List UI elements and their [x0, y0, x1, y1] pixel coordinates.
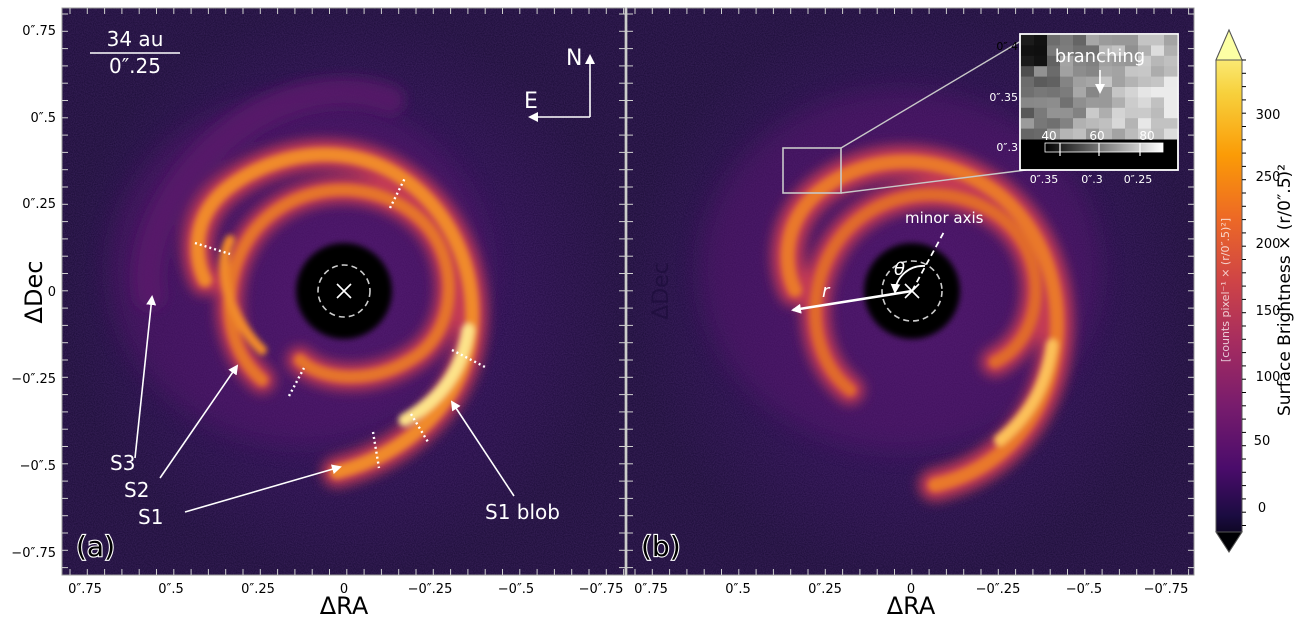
xtick-label: −0″.75	[1144, 582, 1189, 597]
xtick-label: −0″.75	[579, 582, 624, 597]
cb-tick: 100	[1256, 370, 1281, 385]
xtick-label: 0″.25	[808, 582, 842, 597]
panel-a-xticks: 0″.75 0″.5 0″.25 0 −0″.25 −0″.5 −0″.75	[68, 582, 623, 597]
compass-north: N	[566, 46, 582, 71]
colorbar-label: Surface Brightness × (r/0″.5)²	[1275, 164, 1295, 416]
inset-image	[1021, 35, 1178, 140]
ytick-label: −0″.25	[11, 372, 56, 387]
inset-title: branching	[1055, 46, 1145, 67]
panel-b-ylabel: ΔDec	[649, 262, 674, 320]
ytick-label: −0″.75	[11, 546, 56, 561]
xtick-label: 0″.75	[634, 582, 668, 597]
inset: 40 60 80 branching 0″.4 0″.35 0″.3 0″.35…	[989, 33, 1179, 186]
inset-cb-tick-60: 60	[1089, 129, 1104, 143]
annotation-s3: S3	[110, 451, 135, 475]
xtick-label: −0″.5	[1066, 582, 1102, 597]
ytick-label: −0″.5	[20, 459, 56, 474]
cb-tick: 50	[1254, 434, 1271, 449]
ytick-label: 0″.25	[22, 197, 56, 212]
spiral-s2	[223, 184, 455, 386]
colorbar-units: [counts pixel⁻¹ × (r/0″.5)²]	[1219, 218, 1232, 362]
inset-xtick-0.35: 0″.35	[1030, 173, 1059, 186]
ytick-label: 0″.75	[22, 24, 56, 39]
inset-xtick-0.3: 0″.3	[1081, 173, 1103, 186]
zoom-region-box	[782, 147, 842, 194]
cb-tick: 250	[1256, 170, 1281, 185]
panel-b-xticks: 0″.75 0″.5 0″.25 0 −0″.25 −0″.5 −0″.75	[634, 582, 1188, 597]
xtick-label: 0	[340, 582, 348, 597]
panel-a: S3 S2 S1 S1 blob 34 au 0″.25 N E (a)	[61, 7, 626, 576]
annotation-s1-blob: S1 blob	[485, 500, 560, 524]
spiral-markers	[194, 177, 486, 469]
spiral-s1	[190, 147, 480, 479]
scale-bar-bottom: 0″.25	[109, 54, 161, 78]
inset-xtick-0.25: 0″.25	[1124, 173, 1153, 186]
annotation-theta: θ	[894, 259, 905, 280]
spiral-s3-glow	[133, 76, 405, 310]
annotation-minor-axis: minor axis	[905, 209, 984, 227]
xtick-label: 0	[907, 582, 915, 597]
xtick-label: −0″.25	[408, 582, 453, 597]
panel-a-xlabel: ΔRA	[320, 592, 369, 618]
inset-cb-tick-40: 40	[1041, 129, 1056, 143]
xtick-label: 0″.75	[68, 582, 102, 597]
inset-colorbar	[1044, 142, 1164, 153]
annotation-s2: S2	[124, 478, 149, 502]
xtick-label: 0″.25	[241, 582, 275, 597]
panel-a-label: (a)	[76, 530, 115, 563]
inset-ytick-0.35: 0″.35	[989, 91, 1018, 104]
panel-b-label: (b)	[641, 530, 681, 563]
scale-bar-top: 34 au	[107, 27, 164, 51]
ytick-label: 0″.5	[30, 111, 56, 126]
panel-a-yticks: 0″.75 0″.5 0″.25 0 −0″.25 −0″.5 −0″.75	[11, 24, 56, 561]
panel-b: r θ minor axis 40 60 80 branching	[626, 7, 1195, 576]
cb-tick: 200	[1256, 237, 1281, 252]
xtick-label: 0″.5	[158, 582, 184, 597]
cb-tick: 0	[1258, 501, 1266, 516]
panel-a-ylabel: ΔDec	[20, 261, 48, 324]
inset-cb-tick-80: 80	[1139, 129, 1154, 143]
xtick-label: −0″.5	[498, 582, 534, 597]
cb-tick: 300	[1256, 108, 1281, 123]
annotation-s1: S1	[138, 505, 163, 529]
colorbar: 300 250 200 150 100 50 0 [counts pixel⁻¹…	[1215, 28, 1295, 553]
inset-ytick-0.3: 0″.3	[996, 141, 1018, 154]
xtick-label: −0″.25	[976, 582, 1021, 597]
cb-tick: 150	[1256, 304, 1281, 319]
xtick-label: 0″.5	[725, 582, 751, 597]
annotation-r: r	[822, 281, 831, 302]
inset-ytick-0.4: 0″.4	[996, 40, 1018, 53]
compass-east: E	[524, 89, 538, 114]
ytick-label: 0	[48, 285, 56, 300]
panel-b-xlabel: ΔRA	[887, 592, 936, 618]
